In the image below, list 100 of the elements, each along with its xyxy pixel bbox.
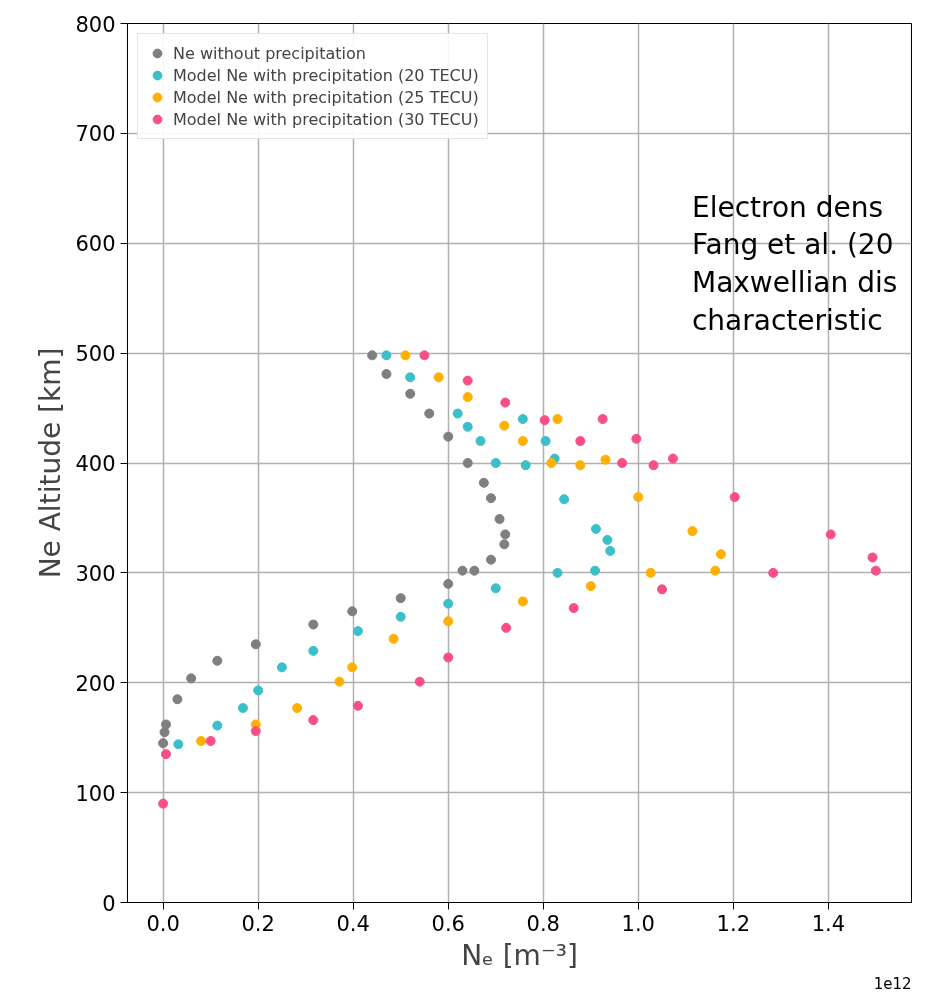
point [381, 369, 392, 379]
point [443, 652, 454, 663]
point [347, 662, 358, 673]
legend-label: Model Ne with precipitation (20 TECU) [173, 65, 479, 85]
point [687, 526, 698, 537]
point [388, 633, 399, 644]
point [395, 593, 406, 604]
point [419, 350, 430, 361]
point [308, 715, 319, 726]
point [591, 523, 601, 534]
x-tick-label: 0.0 [146, 911, 180, 936]
point [352, 626, 363, 637]
x-tick-label: 0.8 [526, 911, 560, 936]
point [597, 414, 608, 425]
point [517, 436, 528, 447]
point [500, 529, 511, 540]
point [494, 514, 505, 525]
point [433, 372, 444, 383]
point [575, 460, 586, 471]
point [205, 735, 216, 746]
point [414, 676, 425, 687]
point [173, 739, 184, 750]
point [540, 436, 551, 447]
point [250, 726, 261, 737]
point [462, 458, 473, 468]
point [196, 735, 207, 746]
point [575, 436, 586, 447]
y-tick-label: 0 [102, 891, 116, 916]
y-tick-label: 700 [75, 122, 116, 147]
y-tick-label: 200 [75, 671, 116, 696]
point [517, 414, 528, 425]
point [605, 545, 616, 556]
point [469, 565, 480, 576]
point [568, 603, 579, 614]
point [475, 436, 486, 447]
point [352, 700, 363, 711]
point [160, 749, 171, 760]
point [400, 350, 411, 361]
point [600, 454, 611, 465]
point [539, 415, 550, 426]
point [462, 392, 473, 403]
point [825, 529, 836, 540]
point [443, 616, 454, 627]
legend-label: Model Ne with precipitation (30 TECU) [173, 109, 479, 129]
y-axis-title: Ne Altitude [km] [34, 347, 68, 579]
point [631, 433, 642, 444]
legend-label: Model Ne with precipitation (25 TECU) [173, 87, 479, 107]
point [768, 567, 779, 578]
x-tick-label: 1.2 [716, 911, 751, 936]
x-tick-label: 0.2 [241, 911, 275, 936]
point [308, 619, 319, 630]
point [870, 565, 881, 576]
point [478, 477, 489, 488]
point [729, 492, 740, 503]
point [546, 458, 557, 468]
point [334, 676, 345, 687]
point [552, 414, 563, 425]
legend-label: Ne without precipitation [173, 43, 366, 63]
point [648, 460, 659, 471]
point [715, 549, 726, 560]
point [633, 492, 644, 503]
point [645, 567, 656, 578]
point [485, 554, 496, 565]
point [462, 375, 473, 386]
point [443, 578, 454, 589]
point [367, 350, 378, 361]
point [172, 694, 183, 705]
x-tick-label: 0.6 [431, 911, 465, 936]
point [457, 565, 468, 576]
text: 1e12 [873, 974, 912, 993]
point [667, 453, 678, 464]
point [158, 798, 169, 809]
point [212, 720, 223, 731]
point [710, 565, 721, 576]
point [500, 397, 511, 408]
point [452, 408, 463, 419]
point [490, 583, 501, 594]
y-tick-label: 600 [75, 232, 116, 257]
point [158, 738, 169, 749]
point [501, 622, 512, 633]
point [276, 662, 287, 673]
point [443, 431, 454, 442]
annotation: Electron dens Fang et al. (20 Maxwellian dis characteristic [691, 190, 898, 338]
y-tick-label: 100 [75, 781, 116, 806]
point [590, 565, 601, 576]
x-tick-label: 1.0 [621, 911, 655, 936]
point [395, 611, 406, 622]
point [237, 703, 248, 714]
point [499, 539, 510, 550]
point [657, 584, 668, 595]
point [485, 493, 496, 504]
y-tick-label: 300 [75, 561, 116, 586]
point [308, 645, 319, 656]
x-tick-label: 0.4 [336, 911, 370, 936]
point [499, 420, 510, 431]
point [405, 372, 416, 383]
point [250, 639, 261, 650]
point [520, 460, 531, 471]
point [212, 655, 223, 666]
point [552, 567, 563, 578]
